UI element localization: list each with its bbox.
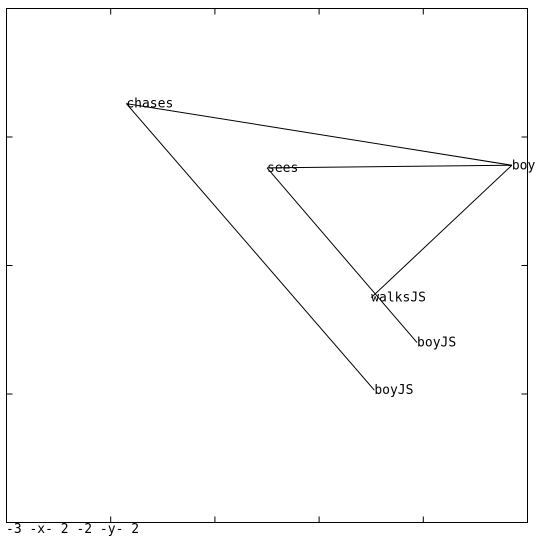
axis-ticks xyxy=(6,8,528,523)
point-label-boy: boy xyxy=(512,158,536,173)
connector-line xyxy=(126,103,512,166)
point-label-chases: chases xyxy=(126,97,173,112)
connector-line xyxy=(266,167,418,343)
point-label-sees: sees xyxy=(267,161,298,176)
point-label-boyjs: boyJS xyxy=(417,336,456,351)
point-label-boyjs: boyJS xyxy=(374,383,413,398)
point-label-walksjs: walksJS xyxy=(371,291,426,306)
data-lines xyxy=(125,103,513,391)
connector-line xyxy=(266,164,512,169)
axis-caption: -3 -x- 2 -2 -y- 2 xyxy=(6,522,139,537)
connector-line xyxy=(125,103,375,391)
point-labels: chases boy sees walksJS boyJS boyJS xyxy=(126,97,535,399)
connector-line xyxy=(370,164,513,298)
